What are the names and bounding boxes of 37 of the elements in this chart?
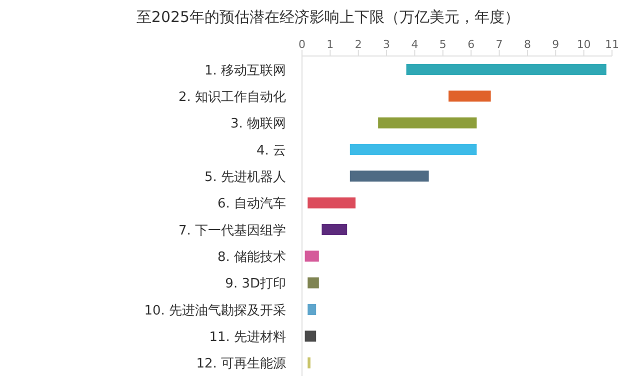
x-tick-label: 10	[576, 38, 591, 51]
y-tick-label: 4. 云	[256, 143, 286, 158]
y-tick-label: 6. 自动汽车	[217, 196, 286, 212]
x-tick-label: 9	[552, 38, 560, 51]
y-tick-label: 9. 3D打印	[225, 276, 286, 292]
bar	[308, 304, 316, 315]
bar	[378, 117, 477, 128]
x-tick-label: 1	[326, 38, 334, 51]
bar	[308, 357, 310, 368]
bar	[308, 197, 356, 208]
x-tick-label: 7	[496, 38, 503, 51]
x-tick-label: 8	[524, 38, 531, 51]
x-tick-label: 11	[605, 38, 619, 51]
x-tick-label: 2	[354, 38, 362, 51]
y-tick-label: 12. 可再生能源	[196, 356, 286, 372]
bar	[350, 144, 477, 155]
bar	[308, 277, 319, 288]
bar	[406, 64, 606, 75]
y-tick-label: 1. 移动互联网	[204, 63, 286, 78]
y-tick-label: 5. 先进机器人	[204, 170, 286, 185]
bar	[304, 250, 319, 262]
chart-title: 至2025年的预估潜在经济影响上下限（万亿美元，年度）	[135, 8, 521, 28]
bar	[350, 170, 429, 182]
x-tick-label: 0	[298, 38, 306, 51]
y-tick-label: 11. 先进材料	[209, 330, 286, 345]
x-tick-label: 6	[468, 38, 475, 51]
bar	[322, 224, 348, 235]
y-tick-label: 2. 知识工作自动化	[178, 90, 286, 105]
bar	[448, 90, 491, 102]
x-tick-label: 4	[411, 38, 418, 51]
y-tick-label: 3. 物联网	[230, 116, 286, 132]
bar	[304, 330, 316, 342]
y-tick-label: 10. 先进油气勘探及开采	[144, 303, 286, 318]
x-tick-label: 5	[439, 38, 446, 51]
x-tick-label: 3	[383, 38, 390, 51]
y-tick-label: 8. 储能技术	[217, 250, 286, 265]
y-tick-label: 7. 下一代基因组学	[178, 223, 286, 238]
